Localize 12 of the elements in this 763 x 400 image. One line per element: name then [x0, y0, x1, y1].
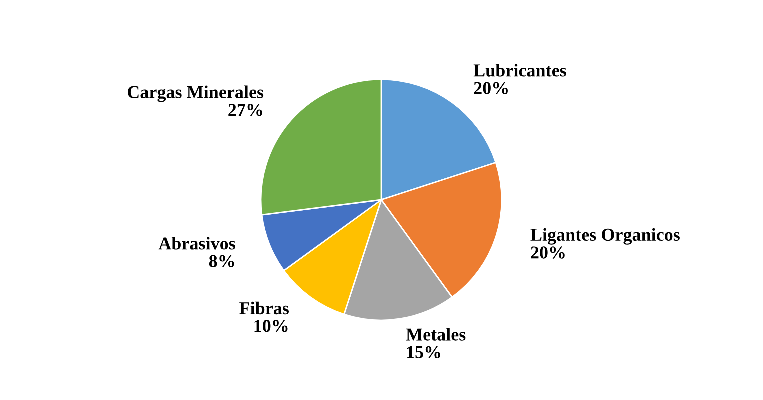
data-label: 20%: [474, 82, 508, 94]
slice-label: Abrasivos: [158, 237, 236, 250]
data-label: 15%: [407, 346, 440, 359]
data-label: 27%: [228, 104, 262, 116]
slice-label: Ligantes Organicos: [530, 228, 680, 245]
data-label: 8%: [209, 255, 234, 268]
slice-label: Lubricantes: [474, 64, 566, 77]
slice-label: Fibras: [240, 302, 289, 315]
data-label: 20%: [531, 246, 565, 259]
slice-label: Metales: [406, 328, 466, 341]
slice-label: Cargas Minerales: [128, 86, 264, 102]
data-label: 10%: [254, 320, 288, 332]
